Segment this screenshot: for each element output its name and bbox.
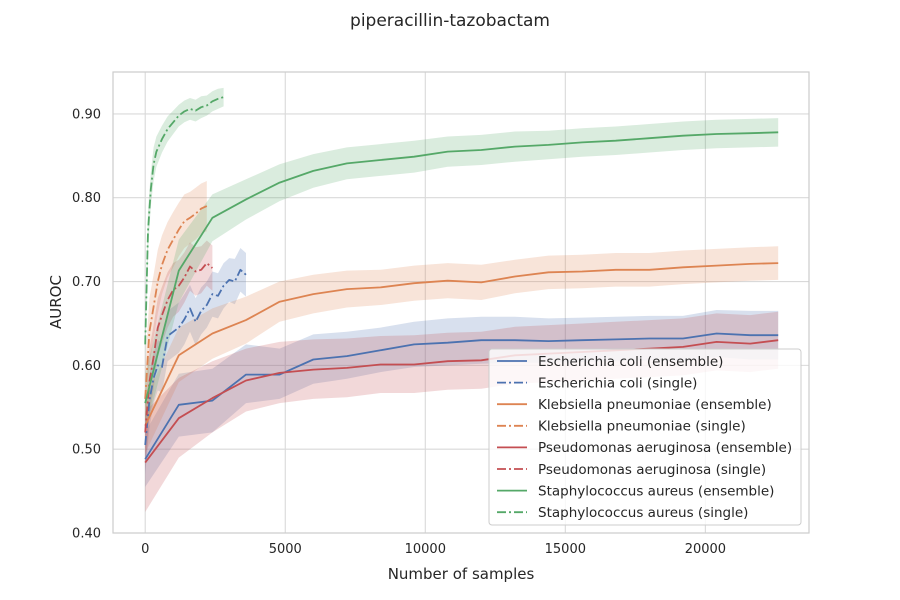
- y-tick-label: 0.80: [72, 191, 101, 206]
- y-tick-label: 0.60: [72, 359, 101, 374]
- legend-box: [488, 348, 802, 526]
- y-tick-label: 0.70: [72, 275, 101, 290]
- y-axis-label: AUROC: [47, 275, 65, 329]
- y-tick-label: 0.40: [72, 527, 101, 542]
- x-axis-ticks: 0 5000 10000 15000 20000: [141, 542, 726, 557]
- escherichia-coli-single-band: [145, 248, 246, 475]
- chart-title: piperacillin-tazobactam: [350, 11, 550, 31]
- klebsiella-pneumoniae-single-band: [145, 181, 207, 433]
- legend-label: Escherichia coli (ensemble): [538, 354, 723, 370]
- pseudomonas-aeruginosa-single-line: [144, 262, 213, 433]
- legend-label: Staphylococcus aureus (single): [538, 505, 748, 521]
- legend: Escherichia coli (ensemble) Escherichia c…: [488, 348, 802, 526]
- pseudomonas-aeruginosa-single-band: [145, 240, 213, 471]
- x-tick-label: 20000: [685, 542, 726, 557]
- staphylococcus-aureus-single-line: [144, 96, 224, 345]
- staphylococcus-aureus-ensemble-line: [144, 131, 779, 404]
- legend-item: Escherichia coli (ensemble): [497, 354, 723, 370]
- legend-item: Pseudomonas aeruginosa (ensemble): [497, 440, 792, 456]
- legend-label: Pseudomonas aeruginosa (ensemble): [538, 440, 792, 456]
- escherichia-coli-ensemble-line: [144, 332, 779, 460]
- klebsiella-pneumoniae-ensemble-band: [145, 246, 779, 454]
- legend-item: Staphylococcus aureus (single): [497, 505, 748, 521]
- legend-item: Klebsiella pneumoniae (ensemble): [497, 397, 772, 413]
- y-tick-label: 0.50: [72, 443, 101, 458]
- pseudomonas-aeruginosa-ensemble-line: [144, 339, 779, 464]
- legend-label: Klebsiella pneumoniae (ensemble): [538, 397, 772, 413]
- x-tick-label: 5000: [269, 542, 302, 557]
- x-tick-label: 15000: [545, 542, 586, 557]
- legend-label: Escherichia coli (single): [538, 375, 697, 391]
- legend-item: Staphylococcus aureus (ensemble): [497, 483, 774, 499]
- x-tick-label: 0: [141, 542, 149, 557]
- klebsiella-pneumoniae-single-line: [144, 205, 208, 399]
- y-axis-ticks: 0.40 0.50 0.60 0.70 0.80 0.90: [72, 107, 101, 541]
- legend-item: Pseudomonas aeruginosa (single): [497, 462, 766, 478]
- legend-label: Klebsiella pneumoniae (single): [538, 419, 746, 435]
- klebsiella-pneumoniae-ensemble-line: [144, 262, 779, 427]
- legend-item: Escherichia coli (single): [497, 375, 697, 391]
- x-tick-label: 10000: [405, 542, 446, 557]
- escherichia-coli-single-line: [144, 268, 247, 446]
- legend-label: Staphylococcus aureus (ensemble): [538, 483, 774, 499]
- series-lines: [144, 96, 779, 464]
- x-axis-label: Number of samples: [388, 565, 535, 583]
- legend-label: Pseudomonas aeruginosa (single): [538, 462, 766, 478]
- y-tick-label: 0.90: [72, 107, 101, 122]
- plot-frame: [112, 71, 810, 534]
- legend-item: Klebsiella pneumoniae (single): [497, 419, 746, 435]
